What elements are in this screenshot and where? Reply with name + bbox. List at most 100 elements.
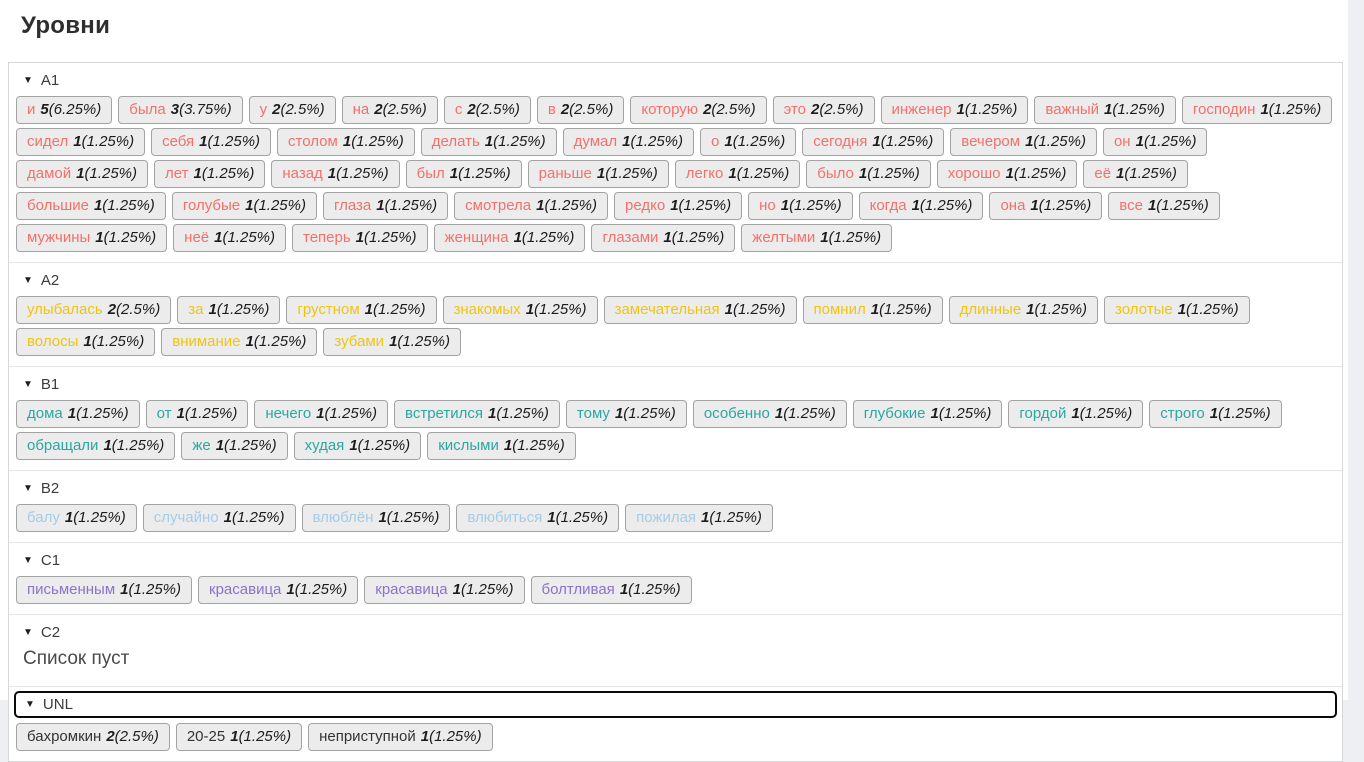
word-chip[interactable]: столом 1 (1.25%) [277,128,415,156]
word-chip[interactable]: влюбиться 1 (1.25%) [456,504,620,532]
word-chip[interactable]: был 1 (1.25%) [405,160,522,188]
word-chip[interactable]: у 2 (2.5%) [248,96,336,124]
chip-percent: (1.25%) [623,405,676,422]
word-chip[interactable]: от 1 (1.25%) [145,400,249,428]
word-chip[interactable]: важный 1 (1.25%) [1034,96,1176,124]
word-chip[interactable]: тому 1 (1.25%) [565,400,687,428]
chip-percent: (1.25%) [111,437,165,454]
word-chip[interactable]: красавица 1 (1.25%) [364,576,525,604]
word-chip[interactable]: золотые 1 (1.25%) [1104,296,1250,324]
word-chip[interactable]: случайно 1 (1.25%) [142,504,296,532]
collapse-triangle-icon: ▼ [25,698,35,710]
word-chip[interactable]: обращали 1 (1.25%) [16,432,176,460]
word-chip[interactable]: была 3 (3.75%) [118,96,243,124]
chip-count: 1 [1116,165,1125,182]
word-chip[interactable]: дома 1 (1.25%) [16,400,140,428]
word-chip[interactable]: помнил 1 (1.25%) [802,296,943,324]
word-chip[interactable]: инженер 1 (1.25%) [880,96,1029,124]
word-chip[interactable]: бахромкин 2 (2.5%) [16,723,170,751]
word-chip[interactable]: строго 1 (1.25%) [1149,400,1282,428]
word-chip[interactable]: он 1 (1.25%) [1102,128,1208,156]
chip-word: инженер [891,101,952,118]
chip-count: 1 [503,437,513,454]
word-chip[interactable]: желтыми 1 (1.25%) [741,224,893,252]
word-chip[interactable]: замечательная 1 (1.25%) [603,296,797,324]
chip-count: 1 [911,197,920,214]
word-chip[interactable]: себя 1 (1.25%) [151,128,272,156]
word-chip[interactable]: смотрела 1 (1.25%) [454,192,609,220]
chip-percent: (1.25%) [493,133,546,150]
word-chip[interactable]: зубами 1 (1.25%) [323,328,461,356]
word-chip[interactable]: думал 1 (1.25%) [562,128,695,156]
word-chip[interactable]: 20-25 1 (1.25%) [175,723,303,751]
word-chip[interactable]: знакомых 1 (1.25%) [442,296,598,324]
word-chip[interactable]: когда 1 (1.25%) [858,192,984,220]
word-chip[interactable]: болтливая 1 (1.25%) [530,576,692,604]
word-chip[interactable]: редко 1 (1.25%) [614,192,743,220]
word-chip[interactable]: это 2 (2.5%) [772,96,875,124]
word-chip[interactable]: глазами 1 (1.25%) [591,224,736,252]
word-chip[interactable]: кислыми 1 (1.25%) [427,432,576,460]
section-header[interactable]: ▼ B2 [9,471,1342,500]
word-chip[interactable]: все 1 (1.25%) [1108,192,1220,220]
word-chip[interactable]: пожилая 1 (1.25%) [625,504,773,532]
word-chip[interactable]: же 1 (1.25%) [181,432,288,460]
word-chip[interactable]: назад 1 (1.25%) [271,160,400,188]
word-chip[interactable]: её 1 (1.25%) [1083,160,1188,188]
word-chip[interactable]: неё 1 (1.25%) [173,224,286,252]
section-header[interactable]: ▼ A2 [9,263,1342,292]
word-chip[interactable]: неприступной 1 (1.25%) [308,723,493,751]
word-chip[interactable]: глубокие 1 (1.25%) [852,400,1003,428]
word-chip[interactable]: мужчины 1 (1.25%) [16,224,168,252]
word-chip[interactable]: о 1 (1.25%) [700,128,797,156]
word-chip[interactable]: было 1 (1.25%) [806,160,931,188]
chip-percent: (1.25%) [521,229,575,246]
word-chip[interactable]: особенно 1 (1.25%) [692,400,847,428]
chip-word: гордой [1019,405,1067,422]
section-header[interactable]: ▼ A1 [9,63,1342,92]
word-chip[interactable]: красавица 1 (1.25%) [198,576,359,604]
section-header[interactable]: ▼ C1 [9,543,1342,572]
word-chip[interactable]: нечего 1 (1.25%) [254,400,389,428]
word-chip[interactable]: волосы 1 (1.25%) [16,328,156,356]
word-chip[interactable]: лет 1 (1.25%) [154,160,266,188]
word-chip[interactable]: и 5 (6.25%) [16,96,113,124]
word-chip[interactable]: письменным 1 (1.25%) [16,576,193,604]
word-chip[interactable]: улыбалась 2 (2.5%) [16,296,172,324]
word-chip[interactable]: сегодня 1 (1.25%) [802,128,945,156]
word-chip[interactable]: женщина 1 (1.25%) [433,224,586,252]
chip-count: 1 [1071,405,1080,422]
word-chip[interactable]: с 2 (2.5%) [443,96,531,124]
word-chip[interactable]: грустном 1 (1.25%) [286,296,437,324]
word-chip[interactable]: худая 1 (1.25%) [293,432,422,460]
word-chip[interactable]: сидел 1 (1.25%) [16,128,146,156]
chip-word: волосы [27,333,79,350]
word-chip[interactable]: голубые 1 (1.25%) [171,192,317,220]
section-header[interactable]: ▼ UNL [14,691,1337,718]
word-chip[interactable]: гордой 1 (1.25%) [1008,400,1144,428]
word-chip[interactable]: которую 2 (2.5%) [630,96,767,124]
word-chip[interactable]: господин 1 (1.25%) [1181,96,1333,124]
word-chip[interactable]: она 1 (1.25%) [989,192,1103,220]
word-chip[interactable]: хорошо 1 (1.25%) [936,160,1078,188]
word-chip[interactable]: легко 1 (1.25%) [674,160,801,188]
word-chip[interactable]: большие 1 (1.25%) [16,192,166,220]
word-chip[interactable]: в 2 (2.5%) [536,96,625,124]
word-chip[interactable]: делать 1 (1.25%) [420,128,557,156]
word-chip[interactable]: вечером 1 (1.25%) [950,128,1097,156]
section-header[interactable]: ▼ C2 [9,615,1342,644]
word-chip[interactable]: теперь 1 (1.25%) [292,224,428,252]
word-chip[interactable]: длинные 1 (1.25%) [948,296,1099,324]
word-chip[interactable]: дамой 1 (1.25%) [16,160,149,188]
word-chip[interactable]: внимание 1 (1.25%) [161,328,318,356]
section-header[interactable]: ▼ B1 [9,367,1342,396]
word-chip[interactable]: раньше 1 (1.25%) [527,160,669,188]
word-chip[interactable]: глаза 1 (1.25%) [322,192,449,220]
word-chip[interactable]: балу 1 (1.25%) [16,504,137,532]
word-chip[interactable]: встретился 1 (1.25%) [394,400,560,428]
word-chip[interactable]: за 1 (1.25%) [177,296,281,324]
word-chip[interactable]: на 2 (2.5%) [341,96,438,124]
word-chip[interactable]: но 1 (1.25%) [748,192,853,220]
word-chip[interactable]: влюблён 1 (1.25%) [301,504,451,532]
chip-percent: (1.25%) [1186,301,1239,318]
